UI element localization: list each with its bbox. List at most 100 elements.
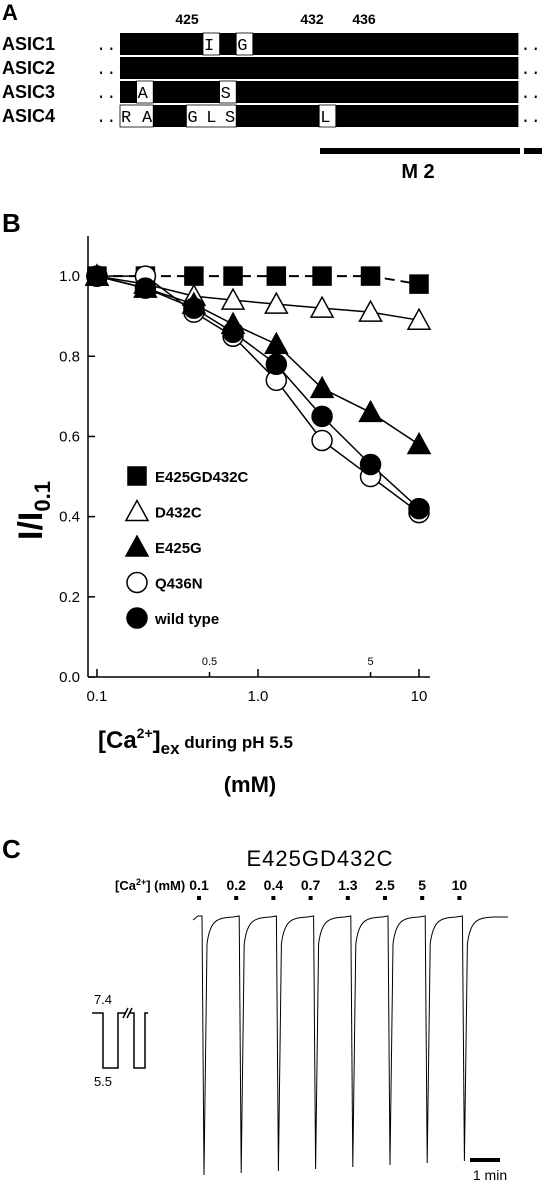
sequence: K bbox=[121, 85, 132, 104]
application-mark bbox=[197, 896, 201, 900]
legend-label: E425G bbox=[155, 540, 202, 557]
y-tick-label: 0.6 bbox=[59, 428, 80, 445]
text-part: [Ca bbox=[115, 878, 137, 893]
residue-box bbox=[252, 33, 519, 55]
sequence: GLS bbox=[187, 109, 235, 128]
marker bbox=[406, 307, 432, 330]
ellipsis: ... bbox=[96, 109, 127, 128]
residue-box bbox=[120, 57, 519, 79]
x-tick-label: 0.5 bbox=[202, 656, 217, 668]
sequence: GGQMGLFIGAS bbox=[337, 109, 518, 128]
text-part: ] bbox=[153, 727, 161, 754]
legend-marker bbox=[124, 498, 150, 522]
x-axis-unit: (mM) bbox=[224, 772, 277, 797]
marker bbox=[265, 353, 288, 376]
x-tick-label: 10 bbox=[411, 688, 428, 705]
marker bbox=[183, 297, 205, 319]
sequence: L bbox=[320, 109, 330, 128]
region-bar bbox=[524, 148, 542, 154]
text-part: 2+ bbox=[136, 877, 146, 887]
panel-label: C bbox=[2, 834, 21, 864]
marker bbox=[311, 429, 333, 452]
application-mark bbox=[345, 896, 350, 900]
y-axis-label: I/I0.1 bbox=[12, 481, 55, 540]
ellipsis: ... bbox=[96, 37, 127, 56]
legend-marker bbox=[124, 534, 150, 557]
legend-label: Q436N bbox=[155, 576, 203, 593]
application-mark bbox=[271, 896, 276, 900]
concentration: 0.4 bbox=[264, 877, 284, 893]
marker bbox=[312, 266, 332, 286]
residue-box bbox=[153, 81, 220, 103]
protocol-trace bbox=[92, 1007, 148, 1069]
application-mark bbox=[308, 896, 313, 900]
concentration: 0.2 bbox=[226, 877, 246, 893]
concentration: 2.5 bbox=[375, 877, 395, 893]
row-name: ASIC4 bbox=[2, 106, 55, 126]
trace-title: E425GD432C bbox=[247, 846, 394, 871]
ellipsis: ... bbox=[96, 61, 127, 80]
concentration: 10 bbox=[452, 877, 468, 893]
sequence: A bbox=[221, 37, 232, 56]
marker bbox=[309, 295, 335, 318]
residue-number: 425 bbox=[175, 11, 199, 27]
concentration-label: [Ca2+] (mM) bbox=[115, 877, 185, 893]
sequence: ALLGD bbox=[237, 109, 318, 128]
row-name: ASIC1 bbox=[2, 34, 55, 54]
y-tick-label: 0.4 bbox=[59, 509, 80, 526]
text-part: ] (mM) bbox=[146, 878, 185, 893]
y-tick-label: 0.0 bbox=[59, 669, 80, 686]
y-tick-label: 0.8 bbox=[59, 348, 80, 365]
sequence: ELLGDIGGQMGLFIGAS bbox=[237, 85, 517, 104]
legend-marker bbox=[126, 571, 148, 594]
residue-box bbox=[219, 33, 237, 55]
concentration: 5 bbox=[418, 877, 426, 893]
residue-box bbox=[153, 105, 187, 127]
legend-marker bbox=[127, 466, 147, 486]
marker bbox=[359, 453, 382, 476]
x-tick-label: 0.1 bbox=[87, 688, 108, 705]
sequence: A bbox=[138, 85, 149, 104]
ellipsis: ... bbox=[520, 109, 544, 128]
x-axis-label: [Ca2+]ex during pH 5.5 bbox=[98, 725, 293, 758]
text-part: 2+ bbox=[137, 725, 153, 741]
application-mark bbox=[234, 896, 239, 900]
application-mark bbox=[420, 896, 425, 900]
marker bbox=[184, 266, 204, 286]
text-part: [Ca bbox=[98, 727, 137, 754]
row-name: ASIC2 bbox=[2, 58, 55, 78]
marker bbox=[358, 399, 383, 423]
application-mark bbox=[383, 896, 387, 900]
marker bbox=[264, 291, 289, 314]
x-tick-label: 1.0 bbox=[248, 688, 269, 705]
text-part: during pH 5.5 bbox=[180, 733, 293, 752]
region-label: M 2 bbox=[401, 161, 434, 183]
concentration: 0.7 bbox=[301, 877, 321, 893]
x-tick-label: 5 bbox=[367, 656, 373, 668]
text-part: 0.1 bbox=[30, 481, 55, 512]
legend-label: D432C bbox=[155, 505, 202, 522]
legend-marker bbox=[126, 607, 148, 629]
legend-label: wild type bbox=[154, 611, 219, 628]
legend-label: E425GD432C bbox=[155, 469, 249, 486]
marker bbox=[134, 277, 157, 299]
residue-box bbox=[236, 105, 320, 127]
residue-number: 432 bbox=[300, 11, 324, 27]
y-tick-label: 0.2 bbox=[59, 589, 80, 606]
ellipsis: ... bbox=[96, 85, 127, 104]
sequence: S bbox=[221, 85, 231, 104]
marker bbox=[408, 497, 430, 520]
ellipsis: ... bbox=[520, 85, 544, 104]
ellipsis: ... bbox=[520, 61, 544, 80]
residue-box bbox=[120, 33, 203, 55]
marker bbox=[360, 266, 381, 286]
protocol-label: 5.5 bbox=[94, 1074, 112, 1089]
marker bbox=[406, 431, 432, 455]
text-part: ex bbox=[161, 739, 180, 758]
application-mark bbox=[457, 896, 462, 900]
sequence: KKAYE bbox=[121, 37, 202, 56]
marker bbox=[86, 265, 108, 287]
panel-label: B bbox=[2, 208, 21, 238]
residue-box bbox=[335, 105, 519, 127]
